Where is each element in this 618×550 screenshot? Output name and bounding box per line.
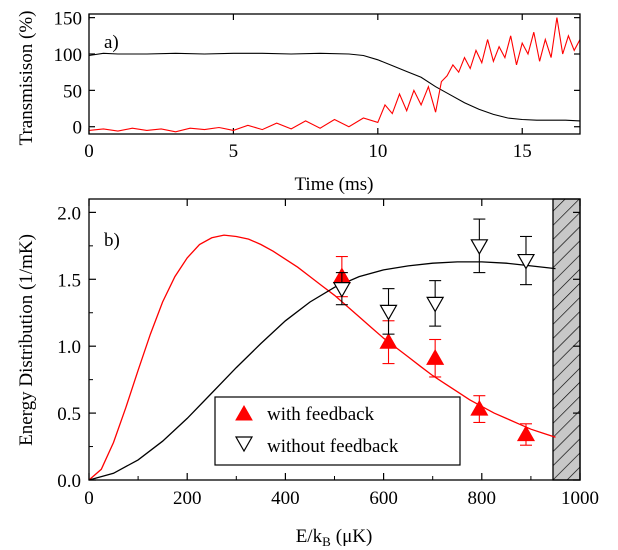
panel-a-xtick-label: 0 (84, 141, 94, 162)
xlabel-unit: (μK) (336, 526, 373, 547)
point-with-feedback (379, 332, 398, 349)
panel-a-ytick-label: 150 (54, 9, 83, 30)
panel-a-xlabel: Time (ms) (294, 174, 373, 195)
point-without-feedback (332, 282, 351, 298)
panel-b-ytick-label: 0.0 (57, 471, 81, 492)
panel-b-ticks: 0 200 400 600 800 1000 0.0 0.5 1.0 1.5 2.0 (57, 199, 599, 509)
point-with-feedback (426, 349, 445, 365)
point-without-feedback (516, 253, 536, 270)
point-without-feedback (426, 296, 445, 313)
legend: with feedback without feedback (214, 396, 461, 466)
panel-a-tag: a) (104, 32, 119, 53)
panel-b-ytick-label: 2.0 (57, 203, 81, 224)
panel-b-plot: 0 200 400 600 800 1000 0.0 0.5 1.0 1.5 2.0 b) with… (16, 198, 599, 549)
panel-b-xtick-label: 600 (369, 488, 398, 509)
transmission-line-red (89, 17, 580, 133)
panel-b-xtick-label: 0 (84, 488, 94, 509)
legend-marker-with-feedback (235, 404, 253, 421)
panel-b-frame (88, 198, 581, 481)
fit-curve-black (89, 261, 556, 480)
panel-a-frame (88, 13, 581, 135)
panel-b-points (332, 218, 536, 446)
legend-box (214, 396, 461, 466)
panel-a-series (89, 17, 580, 133)
panel-a-xtick-label: 5 (229, 141, 239, 162)
panel-b-xtick-label: 800 (468, 488, 497, 509)
point-without-feedback (470, 239, 489, 256)
panel-b-ylabel: Energy Distribution (1/mK) (16, 234, 37, 446)
panel-b-xtick-label: 1000 (561, 488, 599, 509)
panel-a-ytick-label: 50 (63, 81, 82, 102)
legend-marker-without-feedback (234, 436, 254, 453)
panel-b-xtick-label: 200 (173, 488, 202, 509)
transmission-line-black (89, 52, 580, 122)
panel-a-ytick-label: 100 (54, 45, 83, 66)
panel-b-ytick-label: 0.5 (57, 404, 81, 425)
legend-label-without-feedback: without feedback (267, 436, 399, 457)
xlabel-subscript: B (322, 534, 331, 549)
panel-a-xtick-label: 15 (513, 141, 532, 162)
panel-b-xlabel: E/kB (μK) (296, 526, 373, 549)
panel-a-ytick-label: 0 (73, 118, 83, 139)
xlabel-main: E/k (296, 526, 323, 547)
panel-b-tag: b) (104, 230, 120, 251)
point-without-feedback (379, 304, 398, 321)
point-with-feedback (516, 425, 536, 442)
panel-a-xtick-label: 10 (368, 141, 387, 162)
panel-a-ylabel: Transmisison (%) (16, 11, 37, 146)
panel-b-ytick-label: 1.5 (57, 270, 81, 291)
point-with-feedback (470, 399, 489, 416)
legend-label-with-feedback: with feedback (267, 404, 375, 425)
excluded-region-hatch (552, 198, 581, 481)
panel-b-xtick-label: 400 (271, 488, 300, 509)
panel-b-ytick-label: 1.0 (57, 337, 81, 358)
